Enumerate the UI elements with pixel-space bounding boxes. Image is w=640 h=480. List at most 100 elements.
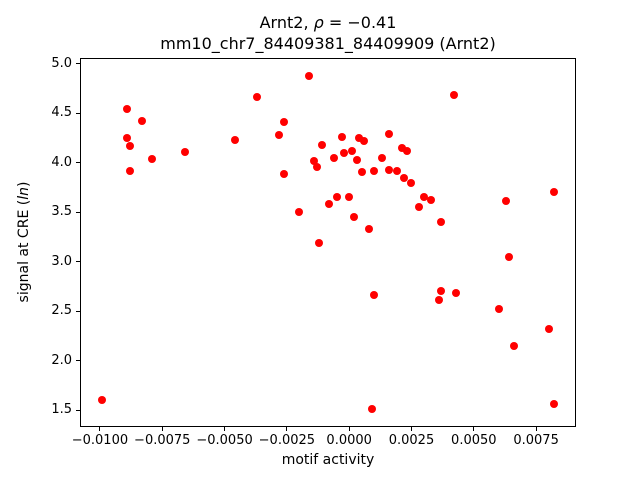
scatter-point	[357, 167, 366, 176]
y-tick-label: 2.5	[51, 303, 72, 319]
scatter-point	[123, 105, 132, 114]
scatter-point	[98, 396, 107, 405]
plot-area	[80, 58, 576, 427]
y-tick-mark	[76, 360, 80, 362]
x-tick-mark	[161, 427, 163, 431]
y-tick-label: 3.5	[51, 204, 72, 220]
x-tick-label: −0.0050	[196, 433, 253, 448]
scatter-point	[345, 193, 354, 202]
scatter-point	[449, 90, 458, 99]
y-tick-label: 4.0	[51, 154, 72, 170]
y-axis-label-suffix: )	[16, 181, 32, 188]
scatter-point	[337, 133, 346, 142]
x-tick-label: 0.0000	[326, 433, 372, 448]
x-tick-mark	[224, 427, 226, 431]
chart-title-rho-symbol: ρ	[313, 13, 324, 32]
scatter-point	[437, 287, 446, 296]
scatter-point	[419, 193, 428, 202]
chart-title: Arnt2, ρ = −0.41	[80, 13, 576, 32]
y-tick-mark	[76, 261, 80, 263]
scatter-point	[325, 200, 334, 209]
scatter-point	[504, 252, 513, 261]
y-tick-mark	[76, 63, 80, 65]
y-axis-label: signal at CRE (ln)	[16, 182, 32, 303]
y-tick-label: 4.5	[51, 105, 72, 121]
y-tick-label: 3.0	[51, 253, 72, 269]
scatter-point	[392, 166, 401, 175]
scatter-point	[312, 162, 321, 171]
scatter-point	[180, 147, 189, 156]
chart-subtitle: mm10_chr7_84409381_84409909 (Arnt2)	[160, 34, 496, 53]
x-tick-mark	[410, 427, 412, 431]
scatter-point	[549, 400, 558, 409]
scatter-point	[414, 203, 423, 212]
scatter-point	[367, 405, 376, 414]
scatter-point	[427, 196, 436, 205]
scatter-point	[360, 137, 369, 146]
scatter-point	[385, 165, 394, 174]
x-tick-mark	[99, 427, 101, 431]
y-tick-mark	[76, 310, 80, 312]
y-tick-label: 2.0	[51, 352, 72, 368]
scatter-point	[310, 156, 319, 165]
y-axis-label-ln: ln	[16, 187, 32, 200]
scatter-point	[370, 291, 379, 300]
y-tick-label: 1.5	[51, 402, 72, 418]
y-tick-mark	[76, 162, 80, 164]
scatter-point	[400, 173, 409, 182]
scatter-point	[280, 169, 289, 178]
scatter-point	[125, 166, 134, 175]
x-tick-mark	[473, 427, 475, 431]
x-tick-label: −0.0100	[71, 433, 129, 448]
scatter-point	[355, 134, 364, 143]
x-tick-mark	[348, 427, 350, 431]
scatter-point	[230, 136, 239, 145]
scatter-point	[305, 71, 314, 80]
x-axis-label: motif activity	[281, 452, 375, 468]
scatter-point	[340, 148, 349, 157]
x-tick-label: −0.0075	[134, 433, 191, 448]
x-tick-label: 0.0050	[451, 433, 497, 448]
x-tick-label: 0.0075	[513, 433, 559, 448]
scatter-point	[434, 296, 443, 305]
scatter-point	[252, 92, 261, 101]
scatter-point	[452, 289, 461, 298]
scatter-point	[123, 134, 132, 143]
scatter-point	[397, 144, 406, 153]
scatter-point	[407, 178, 416, 187]
scatter-point	[377, 153, 386, 162]
scatter-point	[437, 218, 446, 227]
scatter-point	[280, 118, 289, 127]
scatter-point	[502, 197, 511, 206]
scatter-point	[330, 153, 339, 162]
scatter-point	[494, 305, 503, 314]
x-tick-label: −0.0025	[258, 433, 316, 448]
scatter-point	[350, 213, 359, 222]
scatter-point	[549, 187, 558, 196]
scatter-point	[275, 131, 284, 140]
scatter-point	[365, 225, 374, 234]
y-tick-mark	[76, 211, 80, 213]
scatter-point	[332, 193, 341, 202]
scatter-point	[347, 146, 356, 155]
scatter-point	[509, 341, 518, 350]
scatter-point	[125, 142, 134, 151]
chart-title-suffix: = −0.41	[323, 13, 397, 32]
x-tick-mark	[535, 427, 537, 431]
y-tick-mark	[76, 112, 80, 114]
scatter-point	[385, 130, 394, 139]
scatter-point	[370, 166, 379, 175]
scatter-point	[544, 325, 553, 334]
scatter-point	[315, 238, 324, 247]
scatter-point	[317, 141, 326, 150]
scatter-point	[138, 117, 147, 126]
x-tick-mark	[286, 427, 288, 431]
chart-title-prefix: Arnt2,	[259, 13, 314, 32]
x-tick-label: 0.0025	[388, 433, 435, 448]
y-tick-label: 5.0	[51, 55, 72, 71]
scatter-point	[402, 146, 411, 155]
scatter-point	[352, 155, 361, 164]
scatter-point	[148, 154, 157, 163]
y-tick-mark	[76, 409, 80, 411]
